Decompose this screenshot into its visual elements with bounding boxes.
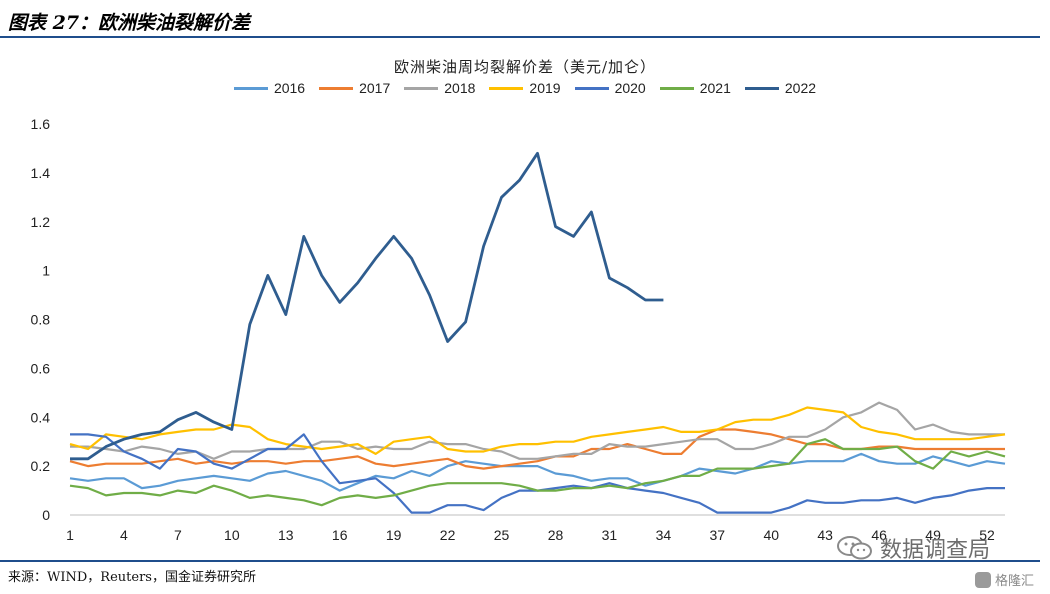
x-tick-label: 7 <box>174 527 182 543</box>
legend-label: 2017 <box>359 80 391 96</box>
x-tick-label: 25 <box>494 527 510 543</box>
y-tick-label: 1.4 <box>31 165 51 181</box>
legend-label: 2018 <box>444 80 476 96</box>
legend-item-2017: 2017 <box>319 80 390 96</box>
legend-item-2021: 2021 <box>659 80 731 96</box>
y-tick-label: 0 <box>42 507 50 523</box>
x-tick-label: 46 <box>871 527 887 543</box>
y-tick-label: 1 <box>42 263 50 279</box>
x-tick-label: 31 <box>602 527 618 543</box>
watermark-text: 数据调查局 <box>880 538 991 563</box>
x-tick-label: 1 <box>66 527 74 543</box>
logo-icon <box>975 571 991 588</box>
x-tick-label: 40 <box>763 527 779 543</box>
y-tick-label: 1.6 <box>31 116 51 132</box>
wechat-icon <box>837 536 872 560</box>
legend-swatch <box>659 86 694 90</box>
x-tick-label: 34 <box>656 527 672 543</box>
legend-item-2020: 2020 <box>574 80 646 96</box>
legend-label: 2020 <box>614 80 646 96</box>
logo-text: 格隆汇 <box>995 574 1035 589</box>
bottom-divider <box>0 560 1040 562</box>
x-tick-label: 43 <box>817 527 833 543</box>
legend-swatch <box>319 86 354 90</box>
x-tick-label: 37 <box>710 527 726 543</box>
watermark: 数据调查局 <box>836 532 990 564</box>
series-line-2016 <box>69 452 1006 492</box>
legend-swatch <box>489 86 524 90</box>
x-tick-label: 28 <box>548 527 564 543</box>
chart-title: 欧洲柴油周均裂解价差（美元/加仑） <box>393 58 657 76</box>
legend-label: 2016 <box>273 80 306 96</box>
y-tick-label: 0.2 <box>31 458 51 474</box>
legend-label: 2022 <box>784 80 817 96</box>
x-tick-label: 13 <box>278 527 294 543</box>
x-tick-label: 4 <box>120 527 128 543</box>
x-tick-label: 52 <box>979 527 995 543</box>
legend-swatch <box>233 86 268 90</box>
x-tick-label: 22 <box>440 527 456 543</box>
series-line-2018 <box>70 401 1005 460</box>
legend-label: 2019 <box>529 80 561 96</box>
legend-swatch <box>744 86 779 90</box>
y-tick-label: 1.2 <box>31 214 51 230</box>
brand-logo: 格隆汇 <box>975 570 1034 589</box>
series-line-2021 <box>69 438 1006 507</box>
chart-legend: 2016 2017 2018 2019 2020 2021 2022 <box>0 80 1050 96</box>
x-tick-label: 16 <box>332 527 348 543</box>
y-tick-label: 0.6 <box>31 360 51 376</box>
figure-title: 图表 27：欧洲柴油裂解价差 <box>8 12 251 34</box>
y-tick-label: 0.4 <box>31 409 51 425</box>
x-tick-label: 49 <box>925 527 941 543</box>
series-line-2019 <box>69 406 1006 455</box>
series-line-2020 <box>70 433 1005 514</box>
top-divider <box>0 36 1040 38</box>
x-tick-label: 10 <box>224 527 240 543</box>
series-line-2022 <box>70 151 664 461</box>
y-tick-label: 0.8 <box>31 312 51 328</box>
legend-item-2022: 2022 <box>744 80 817 96</box>
line-chart: 0 0.2 0.4 0.6 0.8 1 1.2 1.4 1.6 1 4 7 10 13 16 19 22 25 28… <box>31 116 1006 543</box>
source-note: 来源：WIND，Reuters，国金证券研究所 <box>8 570 256 585</box>
legend-item-2016: 2016 <box>233 80 306 96</box>
legend-swatch <box>574 86 609 90</box>
legend-label: 2021 <box>699 80 731 96</box>
legend-item-2018: 2018 <box>404 80 475 96</box>
legend-swatch <box>404 86 439 90</box>
legend-item-2019: 2019 <box>489 80 561 96</box>
x-tick-label: 19 <box>386 527 402 543</box>
